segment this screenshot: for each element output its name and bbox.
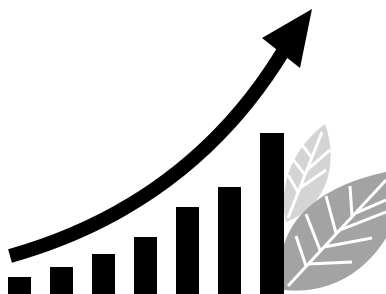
bar — [260, 133, 284, 294]
bar — [8, 277, 31, 294]
bars — [8, 133, 284, 294]
growth-icon — [0, 0, 386, 294]
bar — [218, 187, 241, 294]
arrow-shaft — [10, 50, 284, 256]
bar — [134, 237, 157, 294]
bar — [50, 267, 73, 294]
bar — [176, 207, 199, 294]
arrow-head — [262, 9, 312, 68]
bar — [92, 254, 115, 294]
